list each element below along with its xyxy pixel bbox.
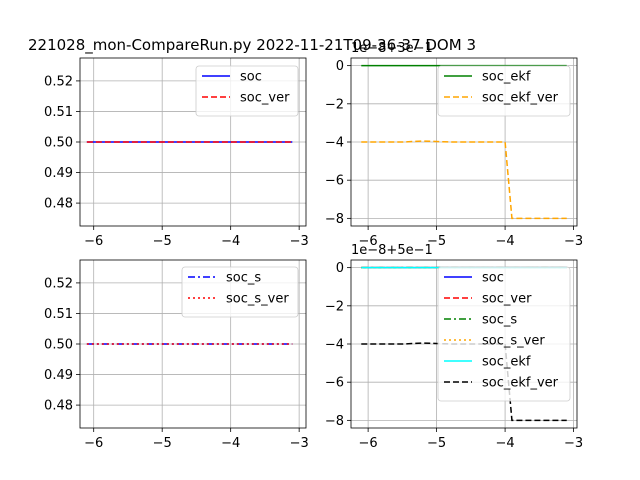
legend-label: soc_ekf xyxy=(482,355,531,370)
y-tick-label: 0.52 xyxy=(44,276,73,291)
series-line-soc_ekf_ver xyxy=(361,140,567,220)
subplot-3: −6 −5 −4 −3 0.48 0.49 0.50 0.51 0.52 soc_s soc_s_v… xyxy=(44,259,309,451)
y-tick-label: 0.48 xyxy=(44,197,73,212)
x-tick-label: −5 xyxy=(427,436,446,451)
x-tick-label: −5 xyxy=(153,436,172,451)
x-tick-label: −4 xyxy=(496,234,515,249)
y-tick-label: 0.50 xyxy=(44,338,73,353)
legend-label: soc_s_ver xyxy=(226,292,289,307)
y-tick-label: 0.48 xyxy=(44,399,73,414)
legend-label: soc xyxy=(482,271,504,286)
x-tick-label: −4 xyxy=(221,234,240,249)
x-tick-label: −5 xyxy=(427,234,446,249)
y-tick-label: 0.49 xyxy=(44,166,73,181)
legend-label: soc_s xyxy=(482,313,517,328)
subplot-4: −6 −5 −4 −3 −8 −6 −4 −2 0 1e−8+5e−1 soc soc_ver soc_… xyxy=(325,243,583,451)
y-tick-label: −2 xyxy=(325,97,344,112)
subplot-2: −6 −5 −4 −3 −8 −6 −4 −2 0 1e−8+3e−1 soc_ekf soc_ekf… xyxy=(325,41,583,249)
y-tick-label: 0.50 xyxy=(44,136,73,151)
legend-label: soc_ekf_ver xyxy=(482,91,559,106)
x-tick-label: −3 xyxy=(564,234,583,249)
legend-box xyxy=(195,65,299,117)
legend-label: soc xyxy=(240,70,262,85)
legend-label: soc_s_ver xyxy=(482,334,545,349)
legend-box xyxy=(437,266,571,402)
x-tick-label: −3 xyxy=(564,436,583,451)
y-tick-label: −6 xyxy=(325,376,344,391)
y-offset-text: 1e−8+5e−1 xyxy=(351,243,433,258)
subplot-1: −6 −5 −4 −3 0.48 0.49 0.50 0.51 0.52 soc soc_ver xyxy=(44,57,309,249)
y-tick-label: −6 xyxy=(325,174,344,189)
y-tick-label: −8 xyxy=(325,212,344,227)
y-tick-label: 0.51 xyxy=(44,307,73,322)
legend-label: soc_ekf xyxy=(482,70,531,85)
y-tick-label: −8 xyxy=(325,414,344,429)
x-tick-label: −3 xyxy=(290,436,309,451)
y-tick-label: −2 xyxy=(325,299,344,314)
y-tick-label: −4 xyxy=(325,136,344,151)
legend-label: soc_ver xyxy=(240,91,290,106)
y-tick-label: 0.49 xyxy=(44,368,73,383)
y-tick-label: 0 xyxy=(336,261,344,276)
y-tick-label: 0.52 xyxy=(44,74,73,89)
legend-label: soc_s xyxy=(226,271,261,286)
x-tick-label: −6 xyxy=(84,436,103,451)
legend-box xyxy=(181,266,299,318)
y-offset-text: 1e−8+3e−1 xyxy=(351,41,433,56)
x-tick-label: −6 xyxy=(359,234,378,249)
x-tick-label: −6 xyxy=(84,234,103,249)
x-tick-label: −4 xyxy=(221,436,240,451)
x-tick-label: −6 xyxy=(359,436,378,451)
legend-label: soc_ekf_ver xyxy=(482,376,559,391)
figure-title: 221028_mon-CompareRun.py 2022-11-21T09-3… xyxy=(28,36,476,55)
y-tick-label: −4 xyxy=(325,338,344,353)
legend-box xyxy=(437,65,571,117)
x-tick-label: −4 xyxy=(496,436,515,451)
x-tick-label: −5 xyxy=(153,234,172,249)
x-tick-label: −3 xyxy=(290,234,309,249)
legend-label: soc_ver xyxy=(482,292,532,307)
y-tick-label: 0 xyxy=(336,59,344,74)
y-tick-label: 0.51 xyxy=(44,105,73,120)
